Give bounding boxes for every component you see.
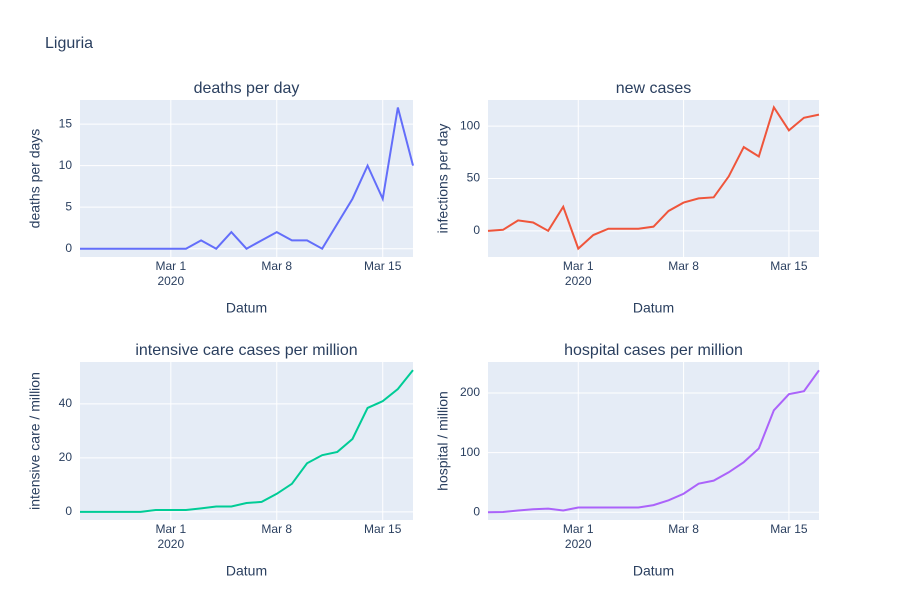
subplot-title: intensive care cases per million bbox=[135, 342, 357, 359]
line bbox=[80, 369, 414, 513]
x-axis-title: Datum bbox=[633, 300, 674, 316]
y-tick-label: 0 bbox=[473, 223, 480, 237]
plot-area bbox=[80, 100, 413, 257]
y-tick-label: 15 bbox=[59, 116, 73, 130]
x-axis-title: Datum bbox=[226, 300, 267, 316]
y-tick-label: 10 bbox=[59, 158, 73, 172]
x-tick-label: Mar 15 bbox=[770, 259, 808, 273]
y-tick-label: 0 bbox=[65, 241, 72, 255]
page-title: Liguria bbox=[45, 35, 93, 52]
x-tick-label: Mar 1 bbox=[155, 522, 186, 536]
y-axis-title: intensive care / million bbox=[27, 372, 43, 510]
y-tick-label: 100 bbox=[460, 118, 480, 132]
x-tick-label: Mar 8 bbox=[261, 522, 292, 536]
line bbox=[80, 107, 414, 251]
x-tick-year: 2020 bbox=[565, 274, 592, 288]
y-axis-title: hospital / million bbox=[435, 391, 451, 491]
x-tick-label: Mar 8 bbox=[668, 259, 699, 273]
x-axis-title: Datum bbox=[633, 563, 674, 579]
plot-area bbox=[80, 362, 413, 520]
subplot-title: deaths per day bbox=[194, 80, 300, 97]
x-tick-label: Mar 1 bbox=[155, 259, 186, 273]
y-tick-label: 200 bbox=[460, 385, 480, 399]
y-tick-label: 5 bbox=[65, 199, 72, 213]
y-axis-title: infections per day bbox=[435, 124, 451, 234]
x-tick-label: Mar 1 bbox=[563, 522, 594, 536]
x-tick-year: 2020 bbox=[157, 537, 184, 551]
x-tick-year: 2020 bbox=[565, 537, 592, 551]
x-tick-year: 2020 bbox=[157, 274, 184, 288]
y-tick-label: 50 bbox=[467, 171, 481, 185]
x-axis-title: Datum bbox=[226, 563, 267, 579]
x-tick-label: Mar 8 bbox=[261, 259, 292, 273]
x-tick-label: Mar 15 bbox=[364, 522, 402, 536]
y-tick-label: 0 bbox=[65, 504, 72, 518]
plot-area bbox=[488, 362, 819, 520]
y-axis-title: deaths per days bbox=[27, 129, 43, 229]
x-tick-label: Mar 15 bbox=[770, 522, 808, 536]
x-tick-label: Mar 15 bbox=[364, 259, 402, 273]
subplot-title: new cases bbox=[616, 80, 692, 97]
x-tick-label: Mar 8 bbox=[668, 522, 699, 536]
line bbox=[487, 104, 820, 251]
y-tick-label: 40 bbox=[59, 396, 73, 410]
x-tick-label: Mar 1 bbox=[563, 259, 594, 273]
y-tick-label: 100 bbox=[460, 445, 480, 459]
line bbox=[487, 369, 820, 514]
y-tick-label: 20 bbox=[59, 450, 73, 464]
y-tick-label: 0 bbox=[473, 504, 480, 518]
subplot-title: hospital cases per million bbox=[564, 342, 743, 359]
